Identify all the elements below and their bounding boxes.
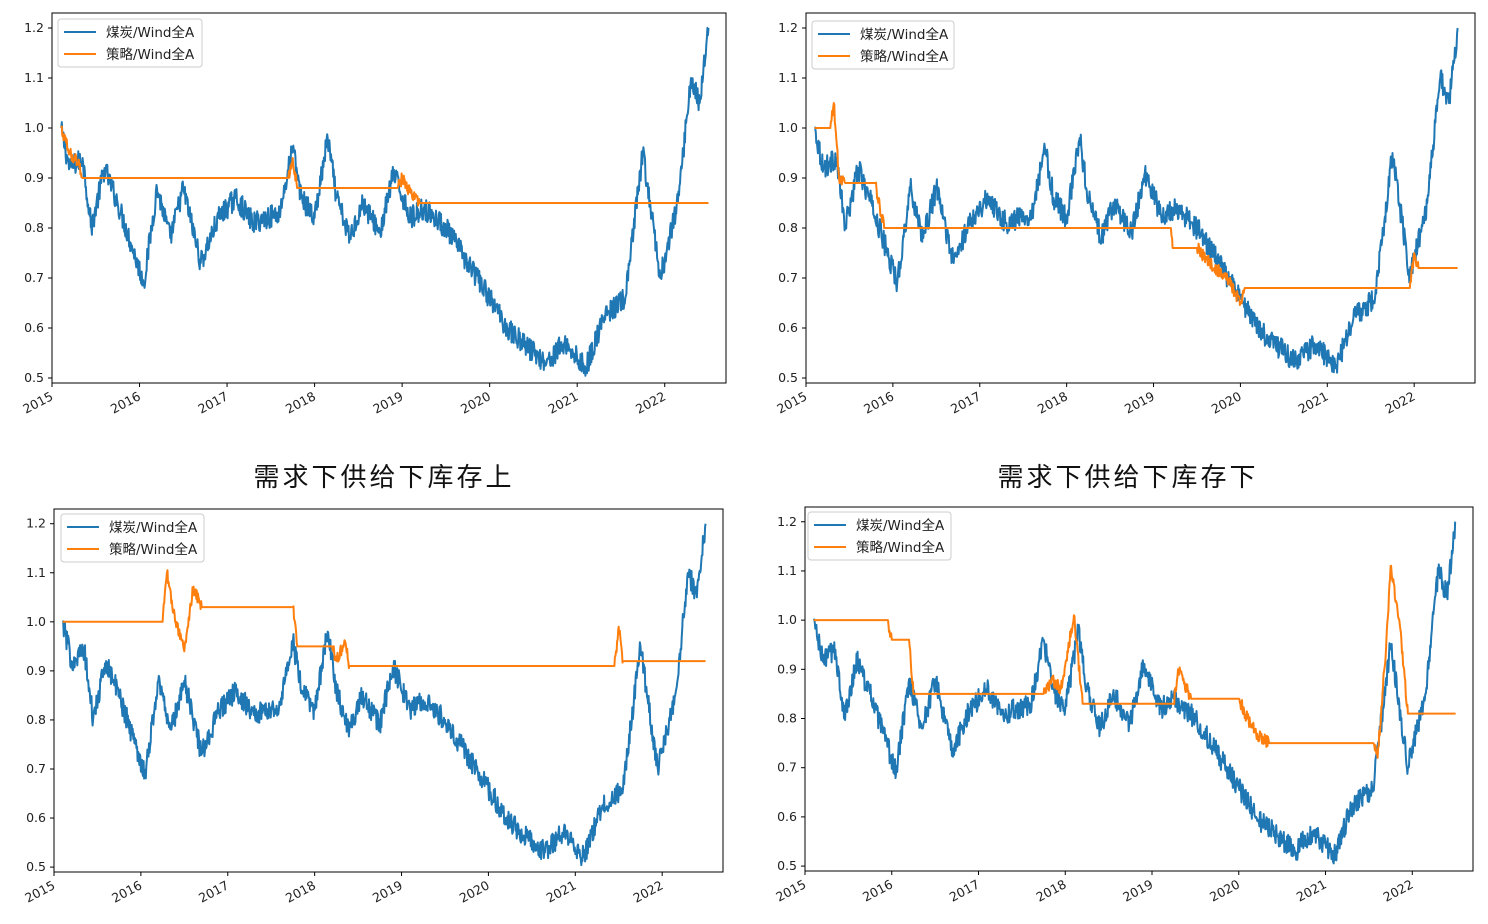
y-tick-label: 0.5	[778, 370, 798, 385]
series-line-strategy	[813, 564, 1457, 759]
plot-area	[60, 26, 710, 377]
y-tick-label: 0.7	[778, 270, 798, 285]
y-tick-label: 0.5	[24, 370, 44, 385]
y-tick-label: 0.5	[777, 858, 797, 873]
y-tick-label: 0.6	[777, 809, 797, 824]
y-tick-label: 0.6	[778, 320, 798, 335]
y-tick-label: 0.5	[26, 859, 46, 874]
y-tick-label: 1.2	[778, 20, 798, 35]
y-tick-label: 0.7	[24, 270, 44, 285]
series-line-coal	[60, 26, 710, 377]
y-tick-label: 1.0	[778, 120, 798, 135]
y-tick-label: 0.9	[26, 663, 46, 678]
y-tick-label: 0.8	[778, 220, 798, 235]
plot-area	[61, 523, 707, 867]
y-tick-label: 1.0	[777, 612, 797, 627]
legend-label: 煤炭/Wind全A	[109, 519, 198, 536]
legend-label: 策略/Wind全A	[109, 541, 198, 558]
y-tick-label: 0.8	[24, 220, 44, 235]
series-line-coal	[61, 523, 707, 867]
plot-frame	[51, 12, 727, 384]
legend-label: 煤炭/Wind全A	[860, 26, 949, 43]
legend-label: 策略/Wind全A	[860, 48, 949, 65]
series-line-coal	[814, 27, 1459, 374]
y-tick-label: 1.0	[24, 120, 44, 135]
y-tick-label: 1.2	[24, 20, 44, 35]
y-tick-label: 0.8	[777, 711, 797, 726]
y-tick-label: 1.1	[26, 565, 46, 580]
y-tick-label: 1.1	[778, 70, 798, 85]
y-tick-label: 1.0	[26, 614, 46, 629]
legend-label: 煤炭/Wind全A	[856, 517, 945, 534]
plot-frame	[53, 508, 724, 873]
y-tick-label: 0.9	[24, 170, 44, 185]
series-line-coal	[812, 521, 1457, 865]
chart-title-bottom-left: 需求下供给下库存上	[253, 463, 514, 493]
legend-label: 煤炭/Wind全A	[106, 24, 195, 41]
series-line-strategy	[60, 125, 709, 207]
y-tick-label: 0.8	[26, 712, 46, 727]
y-tick-label: 1.1	[777, 563, 797, 578]
plot-frame	[804, 506, 1474, 872]
y-tick-label: 1.1	[24, 70, 44, 85]
y-tick-label: 0.6	[24, 320, 44, 335]
y-tick-label: 1.2	[26, 516, 46, 531]
plot-area	[812, 521, 1457, 865]
series-line-strategy	[814, 102, 1459, 306]
legend-label: 策略/Wind全A	[856, 539, 945, 556]
y-tick-label: 0.9	[777, 661, 797, 676]
y-tick-label: 0.9	[778, 170, 798, 185]
y-tick-label: 0.7	[777, 760, 797, 775]
y-tick-label: 0.6	[26, 810, 46, 825]
y-tick-label: 0.7	[26, 761, 46, 776]
series-line-strategy	[62, 569, 707, 670]
plot-frame	[805, 12, 1476, 384]
chart-title-bottom-right: 需求下供给下库存下	[997, 463, 1258, 493]
legend-label: 策略/Wind全A	[106, 46, 195, 63]
y-tick-label: 1.2	[777, 514, 797, 529]
plot-area	[814, 27, 1459, 374]
